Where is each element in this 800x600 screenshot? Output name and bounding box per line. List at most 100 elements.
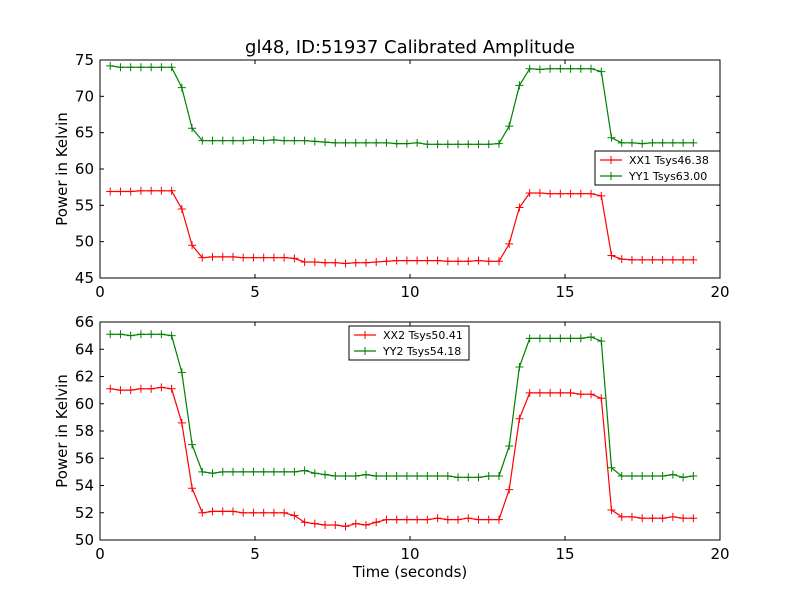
data-point-marker [331,138,340,147]
data-point-marker [136,186,145,195]
data-point-marker [106,330,115,339]
data-point-marker [290,467,299,476]
data-point-marker [249,508,258,517]
data-point-marker [198,508,207,517]
y-axis-label: Power in Kelvin [53,112,71,226]
chart-title: gl48, ID:51937 Calibrated Amplitude [245,37,575,58]
data-point-marker [464,514,473,523]
data-point-marker [617,138,626,147]
data-point-marker [361,521,370,530]
data-point-marker [259,253,268,262]
series-line [110,190,694,265]
y-tick-label: 50 [75,531,94,549]
data-point-marker [157,330,166,339]
data-point-marker [310,137,319,146]
data-point-marker [587,390,596,399]
data-point-marker [627,255,636,264]
data-point-marker [259,508,268,517]
data-point-marker [218,507,227,516]
data-point-marker [280,467,289,476]
data-point-marker [494,471,503,480]
data-point-marker [392,471,401,480]
data-point-marker [689,138,698,147]
data-point-marker [627,138,636,147]
data-point-marker [474,256,483,265]
data-point-marker [443,140,452,149]
data-point-marker [321,258,330,267]
data-point-marker [382,515,391,524]
data-point-marker [597,191,606,200]
data-point-marker [321,138,330,147]
data-point-marker [484,140,493,149]
data-point-marker [668,512,677,521]
legend-marker [361,331,369,339]
data-point-marker [188,124,197,133]
x-tick-label: 10 [400,283,419,301]
data-point-marker [116,330,125,339]
data-point-marker [280,253,289,262]
data-point-marker [556,388,565,397]
data-point-marker [218,136,227,145]
data-point-marker [239,253,248,262]
data-point-marker [505,485,514,494]
data-point-marker [546,189,555,198]
data-point-marker [668,255,677,264]
legend-marker [607,172,615,180]
data-point-marker [413,471,422,480]
data-point-marker [607,133,616,142]
data-point-marker [525,188,534,197]
data-point-marker [331,521,340,530]
data-point-marker [679,255,688,264]
data-point-marker [198,253,207,262]
legend-label: YY2 Tsys54.18 [382,345,461,358]
series-line [110,65,694,145]
data-point-marker [566,334,575,343]
data-point-marker [249,135,258,144]
data-point-marker [382,471,391,480]
data-point-marker [638,514,647,523]
data-point-marker [607,463,616,472]
data-point-marker [290,136,299,145]
data-point-marker [474,140,483,149]
data-point-marker [280,136,289,145]
data-point-marker [392,515,401,524]
data-point-marker [402,139,411,148]
data-point-marker [300,136,309,145]
y-tick-label: 60 [75,395,94,413]
data-point-marker [413,138,422,147]
data-point-marker [382,257,391,266]
data-point-marker [300,466,309,475]
data-point-marker [566,189,575,198]
data-point-marker [494,257,503,266]
data-point-marker [535,188,544,197]
data-point-marker [454,473,463,482]
data-point-marker [443,515,452,524]
legend-label: XX1 Tsys46.38 [629,154,709,167]
data-point-marker [208,252,217,261]
legend-box [594,150,721,186]
data-point-marker [658,138,667,147]
data-point-marker [679,138,688,147]
series-line [110,333,694,478]
data-point-marker [341,471,350,480]
data-point-marker [249,467,258,476]
data-point-marker [361,258,370,267]
data-point-marker [494,515,503,524]
data-point-marker [402,471,411,480]
data-point-marker [136,330,145,339]
data-point-marker [259,136,268,145]
data-point-marker [525,64,534,73]
x-tick-label: 5 [250,545,260,563]
data-point-marker [617,255,626,264]
legend-label: XX2 Tsys50.41 [383,329,463,342]
data-point-marker [638,471,647,480]
data-point-marker [648,471,657,480]
y-tick-label: 58 [75,422,94,440]
series-1 [106,330,698,482]
data-point-marker [413,515,422,524]
data-point-marker [239,467,248,476]
data-point-marker [136,384,145,393]
x-tick-label: 15 [555,545,574,563]
data-point-marker [167,331,176,340]
data-point-marker [157,186,166,195]
